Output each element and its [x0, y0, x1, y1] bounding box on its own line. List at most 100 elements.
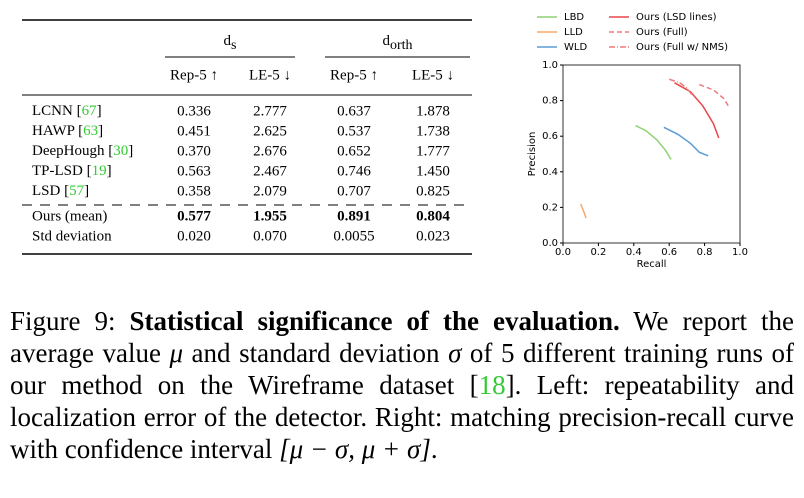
- caption: Figure 9: Statistical significance of th…: [10, 305, 794, 465]
- label-part: ]: [84, 183, 89, 199]
- cell: 1.777: [416, 143, 450, 159]
- cell: 2.625: [253, 123, 287, 139]
- column-header: Rep-5 ↑: [170, 67, 218, 83]
- y-tick-label: 0.4: [542, 167, 558, 178]
- cell: 0.358: [177, 183, 211, 199]
- column-header: Rep-5 ↑: [330, 67, 378, 83]
- row-label: LCNN [67]: [32, 103, 102, 119]
- row-label: Ours (mean): [32, 208, 107, 224]
- series-line: [674, 82, 720, 139]
- row-label: DeepHough [30]: [32, 143, 133, 159]
- caption-text: and standard deviation: [183, 338, 449, 368]
- y-tick-label: 1.0: [542, 60, 558, 71]
- y-tick-label: 0.0: [542, 238, 558, 249]
- caption-text: .: [430, 434, 438, 464]
- x-axis-label: Recall: [637, 259, 667, 270]
- label-part: LCNN [: [32, 103, 82, 119]
- cell: 1.738: [416, 123, 450, 139]
- label-part: LSD [: [32, 183, 69, 199]
- y-axis-label: Precision: [527, 132, 538, 177]
- label-part: ]: [98, 123, 103, 139]
- y-tick-label: 0.2: [542, 202, 558, 213]
- x-tick-label: 0.8: [697, 247, 713, 258]
- cell: 0.577: [177, 208, 211, 224]
- row-label: Std deviation: [32, 228, 112, 244]
- cell: 0.336: [177, 103, 211, 119]
- cell: 0.804: [416, 208, 450, 224]
- label-part: HAWP [: [32, 123, 83, 139]
- citation[interactable]: 18: [478, 370, 506, 400]
- cell: 0.537: [337, 123, 371, 139]
- legend-label: Ours (LSD lines): [636, 12, 717, 23]
- y-tick-label: 0.8: [542, 96, 558, 107]
- math: [μ − σ, μ + σ]: [279, 434, 431, 464]
- group-header: dorth: [382, 33, 412, 53]
- cell: 0.070: [253, 228, 287, 244]
- symbol: d: [224, 33, 232, 49]
- x-tick-label: 0.0: [555, 247, 571, 258]
- cell: 2.079: [253, 183, 287, 199]
- label-part: ]: [107, 163, 112, 179]
- legend-label: Ours (Full): [636, 27, 688, 38]
- cell: 0.637: [337, 103, 371, 119]
- series-line: [699, 83, 731, 109]
- group-header: ds: [224, 33, 237, 53]
- cell: 0.746: [337, 163, 371, 179]
- caption-title: Statistical significance of the evaluati…: [129, 306, 620, 336]
- citation: 19: [92, 163, 107, 179]
- symbol: d: [382, 33, 390, 49]
- cell: 2.676: [253, 143, 287, 159]
- math: μ: [169, 338, 184, 368]
- series-line: [580, 203, 587, 219]
- label-part: DeepHough [: [32, 143, 113, 159]
- column-header: LE-5 ↓: [412, 67, 454, 83]
- x-tick-label: 0.6: [661, 247, 677, 258]
- x-tick-label: 1.0: [732, 247, 748, 258]
- subscript: orth: [390, 38, 413, 53]
- cell: 2.777: [253, 103, 287, 119]
- label-part: TP-LSD [: [32, 163, 92, 179]
- caption-label: Figure 9:: [10, 306, 116, 336]
- plot-frame: [562, 64, 741, 244]
- citation: 57: [69, 183, 85, 199]
- cell: 1.955: [253, 208, 287, 224]
- cell: 0.652: [337, 143, 371, 159]
- cell: 0.451: [177, 123, 211, 139]
- legend-label: LBD: [564, 12, 584, 23]
- cell: 1.450: [416, 163, 450, 179]
- citation: 63: [83, 123, 98, 139]
- label-part: ]: [128, 143, 133, 159]
- label-part: ]: [97, 103, 102, 119]
- row-label: LSD [57]: [32, 183, 89, 199]
- legend-label: Ours (Full w/ NMS): [636, 42, 728, 53]
- cell: 2.467: [253, 163, 287, 179]
- legend-label: LLD: [564, 27, 583, 38]
- column-header: LE-5 ↓: [249, 67, 291, 83]
- cell: 0.020: [177, 228, 211, 244]
- cell: 0.891: [337, 208, 371, 224]
- cell: 0.023: [416, 228, 450, 244]
- series-line: [635, 124, 672, 160]
- x-tick-label: 0.2: [590, 247, 606, 258]
- x-tick-label: 0.4: [626, 247, 642, 258]
- row-label: HAWP [63]: [32, 123, 103, 139]
- series-line: [663, 126, 709, 157]
- subscript: s: [231, 38, 236, 53]
- math: σ: [448, 338, 462, 368]
- cell: 0.707: [337, 183, 371, 199]
- y-tick-label: 0.6: [542, 131, 558, 142]
- cell: 1.878: [416, 103, 450, 119]
- series-line: [668, 78, 693, 96]
- caption-text: of 5 different training runs of our meth…: [10, 338, 794, 400]
- caption-text: ]. Left: repeatability and localization …: [10, 370, 794, 464]
- citation: 67: [82, 103, 98, 119]
- cell: 0.563: [177, 163, 211, 179]
- row-label: TP-LSD [19]: [32, 163, 112, 179]
- cell: 0.825: [416, 183, 450, 199]
- legend-label: WLD: [564, 42, 587, 53]
- cell: 0.0055: [333, 228, 374, 244]
- cell: 0.370: [177, 143, 211, 159]
- citation: 30: [113, 143, 128, 159]
